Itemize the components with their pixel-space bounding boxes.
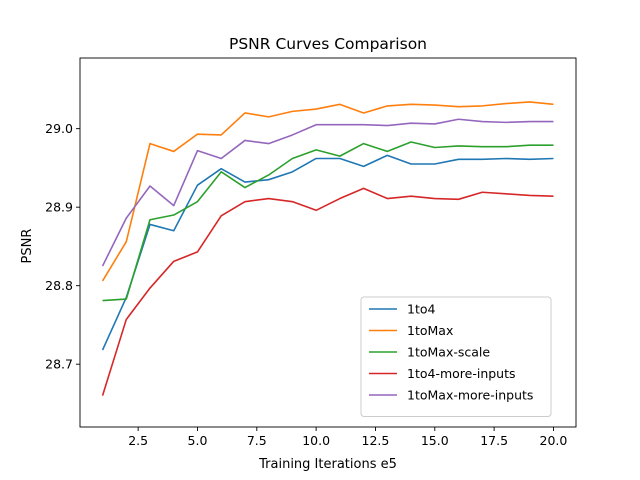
series-line-1to4-more-inputs (101, 187, 554, 396)
y-tick-label: 28.9 (45, 200, 73, 215)
legend-label-1to4-more-inputs: 1to4-more-inputs (407, 366, 516, 381)
y-tick-label: 28.7 (45, 357, 73, 372)
x-tick-label: 12.5 (362, 433, 390, 448)
plot-area: 2.5 5.0 7.5 10.0 12.5 15.0 17.5 20.0 28.7 28.8 28.… (45, 57, 577, 448)
legend: 1to4 1toMax 1toMax-scale 1to4-more-inputs 1t… (360, 296, 552, 417)
legend-label-1toMax-scale: 1toMax-scale (407, 345, 490, 360)
series-line-1toMax (101, 101, 554, 282)
series-line-1to4 (101, 154, 554, 351)
legend-box (360, 296, 552, 417)
y-tick-label: 29.0 (45, 121, 73, 136)
x-axis-label: Training Iterations e5 (258, 457, 397, 472)
series-line-1toMax-more-inputs (101, 118, 554, 267)
x-tick-label: 15.0 (421, 433, 449, 448)
series-line-1toMax-scale (102, 141, 554, 302)
x-tick-label: 7.5 (247, 433, 267, 448)
x-tick-label: 2.5 (128, 433, 148, 448)
legend-label-1to4: 1to4 (407, 302, 436, 317)
chart-title: PSNR Curves Comparison (229, 35, 427, 53)
y-axis-label: PSNR (20, 229, 35, 264)
x-tick-label: 5.0 (188, 433, 208, 448)
x-tick-label: 10.0 (302, 433, 330, 448)
x-tick-label: 20.0 (540, 433, 568, 448)
y-tick-label: 28.8 (45, 278, 73, 293)
x-tick-label: 17.5 (480, 433, 508, 448)
legend-label-1toMax-more-inputs: 1toMax-more-inputs (407, 388, 533, 403)
legend-label-1toMax: 1toMax (407, 323, 453, 338)
axes-frame (79, 57, 577, 428)
